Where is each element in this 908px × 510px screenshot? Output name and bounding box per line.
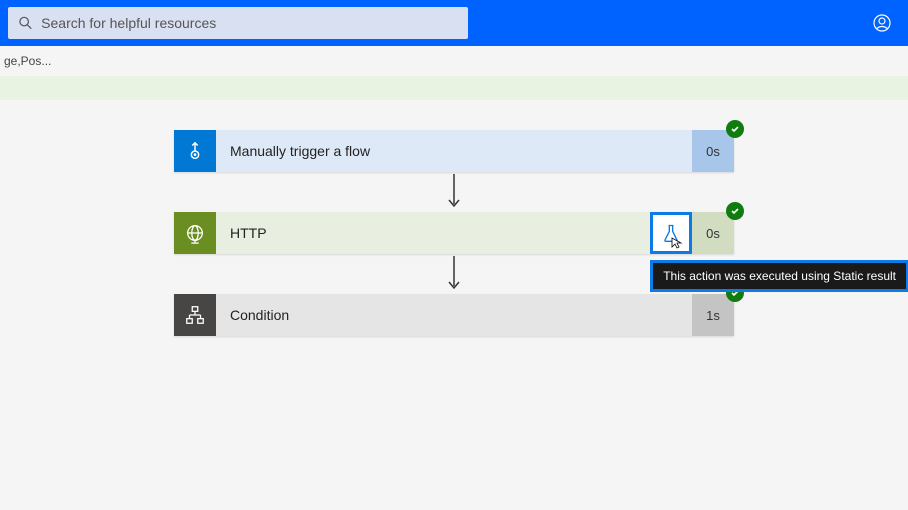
search-icon: [18, 15, 33, 31]
search-input[interactable]: [41, 15, 458, 31]
step-label: Condition: [216, 294, 692, 336]
step-duration: 1s: [692, 294, 734, 336]
step-label: HTTP: [216, 212, 650, 254]
step-label: Manually trigger a flow: [216, 130, 692, 172]
step-duration: 0s: [692, 130, 734, 172]
http-icon: [174, 212, 216, 254]
flow-step[interactable]: Manually trigger a flow 0s: [174, 130, 734, 172]
static-result-indicator[interactable]: [650, 212, 692, 254]
success-icon: [726, 202, 744, 220]
status-bar: [0, 76, 908, 100]
flow-canvas: Manually trigger a flow 0s HTTP 0s: [0, 100, 908, 336]
success-icon: [726, 120, 744, 138]
condition-icon: [174, 294, 216, 336]
search-box[interactable]: [8, 7, 468, 39]
step-duration: 0s: [692, 212, 734, 254]
breadcrumb: ge,Pos...: [0, 46, 908, 76]
cursor-icon: [671, 237, 683, 249]
flow-step[interactable]: HTTP 0s This action was executed using S…: [174, 212, 734, 254]
help-icon[interactable]: [872, 13, 900, 33]
trigger-icon: [174, 130, 216, 172]
flow-arrow: [446, 172, 462, 212]
top-bar: [0, 0, 908, 46]
tooltip: This action was executed using Static re…: [650, 260, 908, 292]
flow-step[interactable]: Condition 1s: [174, 294, 734, 336]
flow-arrow: [446, 254, 462, 294]
